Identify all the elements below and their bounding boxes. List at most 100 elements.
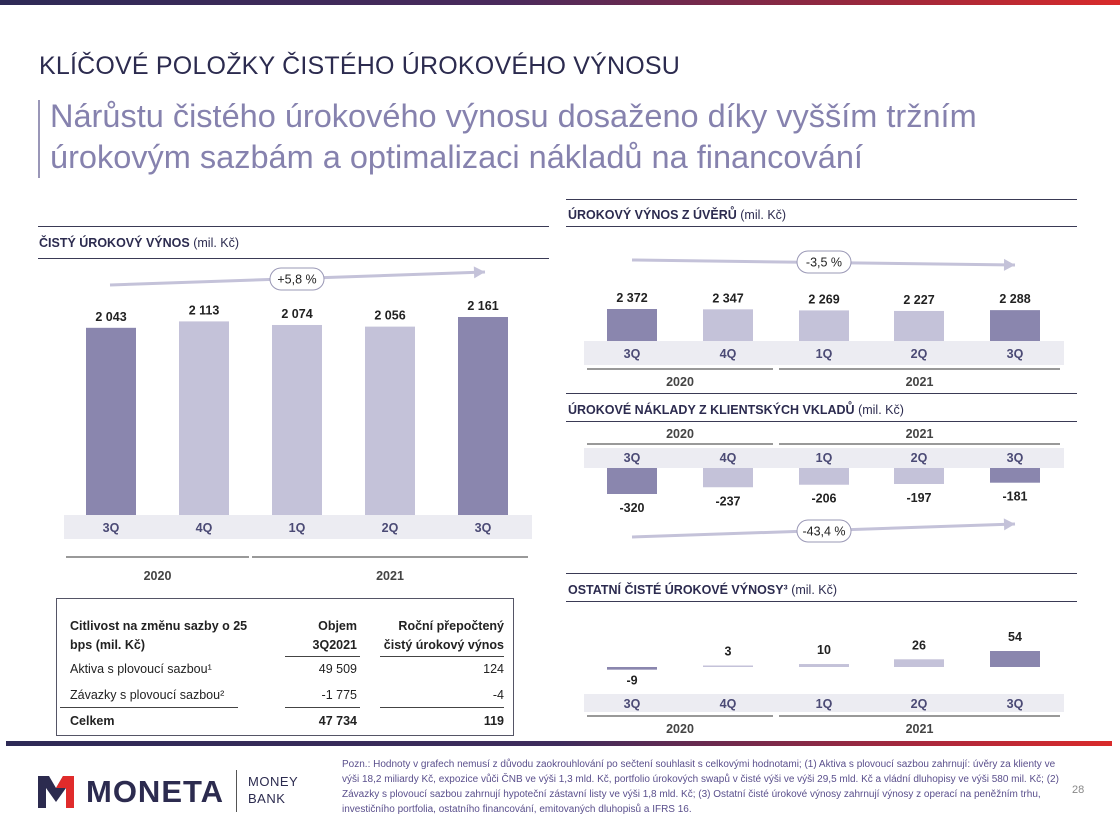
bar-value-label: -197 bbox=[906, 491, 931, 505]
category-band bbox=[584, 448, 1064, 468]
table-header-income: Roční přepočtený čistý úrokový výnos bbox=[383, 619, 504, 652]
chart1-title-rule bbox=[38, 258, 549, 259]
bar bbox=[703, 309, 753, 341]
bar bbox=[179, 321, 229, 515]
category-band bbox=[584, 341, 1064, 365]
table-row-liabilities-income: -4 bbox=[492, 688, 504, 702]
table-row-total-label: Celkem bbox=[70, 714, 115, 728]
chart4-year-label: 2020 bbox=[666, 722, 694, 736]
category-label: 1Q bbox=[816, 451, 833, 465]
bar bbox=[799, 664, 849, 667]
chart1-title: ČISTÝ ÚROKOVÝ VÝNOS (mil. Kč) bbox=[39, 236, 240, 250]
bar bbox=[703, 665, 753, 667]
logo-sub-bank: BANK bbox=[248, 791, 286, 806]
category-label: 2Q bbox=[911, 347, 928, 361]
category-label: 4Q bbox=[196, 521, 213, 535]
table-header-volume: Objem 3Q2021 bbox=[312, 619, 357, 652]
loan-interest-income-chart: 2 372 3Q 2 347 4Q 2 269 1Q 2 227 2Q 2 288 3Q 2020 2… bbox=[584, 250, 1064, 389]
change-label: -43,4 % bbox=[802, 525, 845, 539]
other-net-interest-income-chart: -9 3Q 3 4Q 10 1Q 26 2Q 54 3Q 2020 2021 bbox=[584, 630, 1064, 736]
rate-sensitivity-table: Citlivost na změnu sazby o 25 bps (mil. … bbox=[56, 598, 514, 736]
bar-value-label: 54 bbox=[1008, 630, 1022, 644]
bar-value-label: 26 bbox=[912, 638, 926, 652]
bar-value-label: 2 056 bbox=[374, 309, 405, 323]
bar bbox=[990, 468, 1040, 483]
category-label: 3Q bbox=[1007, 347, 1024, 361]
bar-value-label: 10 bbox=[817, 643, 831, 657]
net-interest-income-chart: 2 043 3Q 2 113 4Q 2 074 1Q 2 056 2Q 2 161 3Q 2020 2… bbox=[64, 266, 532, 583]
bar bbox=[990, 310, 1040, 341]
footnote: Pozn.: Hodnoty v grafech nemusí z důvodu… bbox=[342, 759, 1059, 815]
change-label: +5,8 % bbox=[277, 273, 316, 287]
category-label: 2Q bbox=[382, 521, 399, 535]
bar bbox=[458, 317, 508, 515]
change-badge bbox=[796, 519, 852, 543]
bar-value-label: 2 161 bbox=[467, 299, 498, 313]
chart2-year-label: 2021 bbox=[906, 375, 934, 389]
chart4-title-rule bbox=[566, 601, 1077, 602]
category-label: 4Q bbox=[720, 697, 737, 711]
category-label: 3Q bbox=[624, 697, 641, 711]
chart4-top-rule bbox=[566, 573, 1077, 574]
bar-value-label: 2 372 bbox=[616, 291, 647, 305]
bar-value-label: 3 bbox=[725, 645, 732, 659]
bar bbox=[365, 326, 415, 515]
chart4-year-label: 2021 bbox=[906, 722, 934, 736]
category-label: 4Q bbox=[720, 451, 737, 465]
bar-value-label: 2 074 bbox=[281, 307, 312, 321]
chart1-top-rule bbox=[38, 226, 549, 227]
table-row-total-income: 119 bbox=[483, 714, 504, 728]
section-title: KLÍČOVÉ POLOŽKY ČISTÉHO ÚROKOVÉHO VÝNOSU bbox=[39, 52, 681, 80]
category-label: 2Q bbox=[911, 697, 928, 711]
change-label: -3,5 % bbox=[806, 256, 842, 270]
chart3-title: ÚROKOVÉ NÁKLADY Z KLIENTSKÝCH VKLADŮ (mi… bbox=[568, 403, 904, 417]
chart2-title-rule bbox=[566, 226, 1077, 227]
category-label: 3Q bbox=[103, 521, 120, 535]
bar bbox=[272, 324, 322, 515]
bar bbox=[607, 468, 657, 494]
chart2-title: ÚROKOVÝ VÝNOS Z ÚVĚRŮ (mil. Kč) bbox=[568, 208, 787, 222]
category-label: 3Q bbox=[624, 347, 641, 361]
bar bbox=[799, 310, 849, 341]
moneta-mark-icon bbox=[38, 776, 74, 808]
bar bbox=[86, 327, 136, 515]
table-row-total-volume: 47 734 bbox=[318, 714, 357, 728]
category-label: 4Q bbox=[720, 347, 737, 361]
logo-wordmark: MONETA bbox=[86, 774, 225, 809]
bar-value-label: 2 288 bbox=[999, 292, 1030, 306]
category-label: 2Q bbox=[911, 451, 928, 465]
logo-sub-money: MONEY bbox=[248, 774, 299, 789]
table-row-assets-income: 124 bbox=[483, 662, 504, 676]
page-headline: Nárůstu čistého úrokového výnosu dosažen… bbox=[50, 98, 977, 175]
headline-accent-rule bbox=[38, 100, 40, 178]
bottom-accent-bar bbox=[6, 741, 1112, 746]
bar bbox=[894, 310, 944, 341]
category-label: 3Q bbox=[475, 521, 492, 535]
bar-value-label: 2 227 bbox=[903, 293, 934, 307]
bar-value-label: 2 269 bbox=[808, 292, 839, 306]
bar-value-label: -206 bbox=[811, 492, 836, 506]
bar-value-label: -9 bbox=[626, 674, 637, 688]
bar bbox=[607, 309, 657, 341]
table-header-sensitivity: Citlivost na změnu sazby o 25 bps (mil. … bbox=[70, 619, 248, 652]
change-badge bbox=[796, 250, 852, 274]
category-band bbox=[584, 694, 1064, 712]
chart3-top-rule bbox=[566, 393, 1077, 394]
bar-value-label: -237 bbox=[715, 494, 740, 508]
bar-value-label: -320 bbox=[619, 501, 644, 515]
category-label: 1Q bbox=[816, 347, 833, 361]
category-label: 3Q bbox=[624, 451, 641, 465]
chart4-title: OSTATNÍ ČISTÉ ÚROKOVÉ VÝNOSY³ (mil. Kč) bbox=[568, 583, 838, 597]
top-accent-bar bbox=[0, 0, 1120, 5]
chart1-year-label: 2021 bbox=[376, 569, 404, 583]
chart2-year-label: 2020 bbox=[666, 375, 694, 389]
table-row-assets-label: Aktiva s plovoucí sazbou¹ bbox=[70, 662, 212, 676]
bar-value-label: 2 347 bbox=[712, 291, 743, 305]
category-band bbox=[64, 515, 532, 539]
category-label: 1Q bbox=[816, 697, 833, 711]
bar bbox=[894, 659, 944, 667]
bar bbox=[607, 667, 657, 670]
trend-arrowhead bbox=[473, 266, 485, 279]
bar bbox=[703, 468, 753, 488]
trend-arrowhead bbox=[1003, 518, 1015, 531]
